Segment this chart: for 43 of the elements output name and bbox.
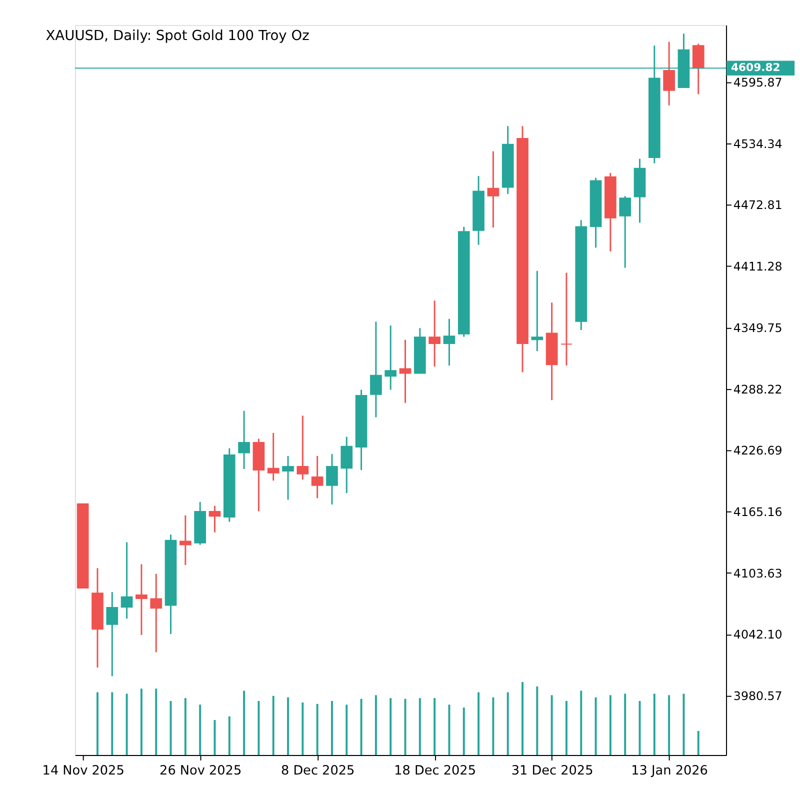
- candlestick: [399, 339, 412, 404]
- candlestick: [296, 414, 309, 480]
- x-tick-label: 18 Dec 2025: [394, 763, 476, 778]
- candlestick: [428, 300, 440, 368]
- candlestick: [136, 564, 148, 636]
- candlestick: [150, 573, 162, 653]
- candlestick: [267, 432, 280, 482]
- y-tick-label: 4595.87: [733, 75, 782, 90]
- y-tick-label: 4288.22: [733, 382, 782, 396]
- candlestick: [311, 455, 324, 499]
- candlestick: [619, 195, 632, 269]
- candlestick: [560, 272, 572, 366]
- candlestick: [238, 410, 250, 470]
- y-tick-label: 4411.28: [733, 260, 782, 274]
- ref-line-label: 4609.82: [730, 61, 780, 74]
- x-tick-label: 13 Jan 2026: [631, 763, 708, 778]
- candlestick: [208, 505, 221, 534]
- candlestick: [180, 514, 192, 566]
- candlestick: [340, 436, 353, 494]
- x-tick-label: 26 Nov 2025: [160, 763, 242, 778]
- candlestick: [282, 455, 294, 500]
- x-tick-label: 31 Dec 2025: [511, 763, 594, 778]
- y-tick-label: 4165.16: [733, 504, 782, 519]
- candlestick: [106, 591, 118, 677]
- y-tick-label: 3980.57: [733, 689, 782, 704]
- candlestick: [531, 270, 544, 352]
- y-tick-label: 4103.63: [733, 566, 782, 580]
- candlestick: [370, 321, 382, 418]
- x-tick-label: 8 Dec 2025: [280, 763, 355, 778]
- candlestick: [384, 324, 397, 390]
- candlestick: [692, 42, 704, 95]
- y-tick-label: 4472.81: [733, 198, 782, 212]
- x-tick-label: 14 Nov 2025: [42, 763, 124, 778]
- chart-title: XAUUSD, Daily: Spot Gold 100 Troy Oz: [46, 28, 310, 44]
- candlestick: [487, 150, 500, 228]
- y-tick-label: 4534.34: [733, 136, 782, 151]
- candlestick: [443, 318, 456, 366]
- candlestick: [120, 541, 133, 620]
- candlestick: [663, 41, 675, 106]
- y-tick-label: 4349.75: [733, 320, 782, 335]
- candlestick: [326, 453, 338, 506]
- y-tick-label: 4042.10: [733, 628, 782, 642]
- y-tick-label: 4226.69: [733, 444, 782, 458]
